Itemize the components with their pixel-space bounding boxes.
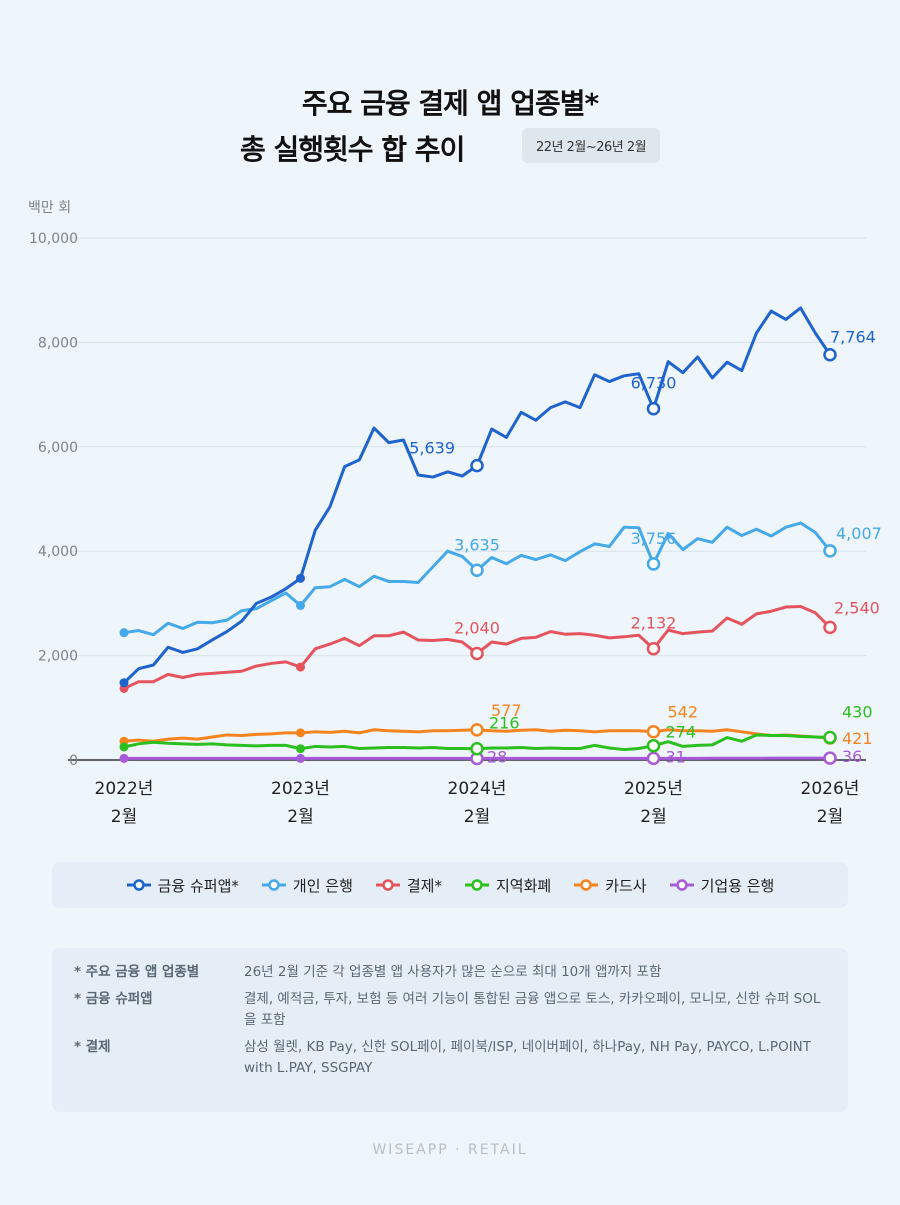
data-label: 36 bbox=[842, 747, 862, 766]
series-highlight-point bbox=[823, 730, 837, 745]
note-value: 26년 2월 기준 각 업종별 앱 사용자가 많은 순으로 최대 10개 앱까지… bbox=[244, 964, 662, 980]
legend-label: 결제* bbox=[406, 876, 442, 895]
line-chart: 백만 회 0 2,000 4,000 6,000 8,000 10,000 2022년 2월 20… bbox=[28, 200, 882, 827]
page-title-line2: 총 실행횟수 합 추이 bbox=[240, 133, 465, 166]
x-tick-year: 2025년 bbox=[624, 779, 683, 799]
page-title-line1: 주요 금융 결제 앱 업종별* bbox=[301, 87, 599, 120]
data-label: 6,730 bbox=[631, 374, 677, 393]
legend-item: 지역화폐 bbox=[464, 875, 551, 896]
x-tick-year: 2022년 bbox=[95, 779, 154, 799]
series-highlight-point bbox=[470, 646, 484, 661]
legend: 금융 슈퍼앱* 개인 은행 결제* 지역화폐 카드사 기업용 은행 bbox=[52, 862, 848, 908]
data-label: 5,639 bbox=[409, 439, 455, 458]
data-label: 430 bbox=[842, 703, 873, 722]
data-label: 3,756 bbox=[631, 529, 677, 548]
legend-label: 개인 은행 bbox=[292, 876, 353, 895]
series-start-point bbox=[119, 753, 129, 763]
series-start-point bbox=[119, 678, 129, 688]
x-tick-month: 2월 bbox=[111, 807, 137, 827]
legend-item: 카드사 bbox=[573, 875, 647, 896]
series-highlight-point bbox=[646, 557, 661, 571]
data-label: 28 bbox=[487, 748, 507, 767]
period-badge: 22년 2월~26년 2월 bbox=[522, 128, 661, 163]
series-highlight-point bbox=[470, 741, 484, 756]
note-key: * 주요 금융 앱 업종별 bbox=[74, 964, 200, 980]
note-key: * 금융 슈퍼앱 bbox=[74, 991, 153, 1007]
legend-item: 금융 슈퍼앱* bbox=[126, 875, 239, 896]
data-label: 274 bbox=[666, 723, 697, 742]
legend-swatch-icon bbox=[574, 879, 599, 891]
x-tick-year: 2023년 bbox=[271, 779, 330, 799]
legend-label: 기업용 은행 bbox=[700, 876, 775, 895]
x-tick-month: 2월 bbox=[464, 807, 490, 827]
legend-item: 개인 은행 bbox=[261, 875, 353, 896]
y-tick-label: 6,000 bbox=[38, 440, 78, 456]
series-highlight-point bbox=[823, 620, 837, 635]
legend-swatch-icon bbox=[464, 879, 489, 891]
note-row: * 주요 금융 앱 업종별 26년 2월 기준 각 업종별 앱 사용자가 많은 … bbox=[74, 962, 826, 983]
x-tick-year: 2026년 bbox=[801, 779, 860, 799]
x-tick-month: 2월 bbox=[287, 807, 313, 827]
data-label: 4,007 bbox=[836, 524, 882, 543]
data-label: 577 bbox=[491, 701, 522, 720]
note-row: * 금융 슈퍼앱 결제, 예적금, 투자, 보험 등 여러 기능이 통합된 금융… bbox=[74, 989, 826, 1031]
series-highlight-point bbox=[823, 751, 837, 765]
x-tick-month: 2월 bbox=[817, 807, 843, 827]
series-highlight-point bbox=[646, 401, 661, 416]
note-row: * 결제 삼성 월렛, KB Pay, 신한 SOL페이, 페이북/ISP, 네… bbox=[74, 1037, 826, 1079]
legend-swatch-icon bbox=[669, 879, 694, 891]
series-start-point bbox=[119, 628, 129, 638]
series-highlight-point bbox=[470, 563, 484, 578]
data-label: 216 bbox=[489, 714, 520, 733]
series-point bbox=[296, 744, 305, 754]
y-tick-label: 0 bbox=[69, 753, 78, 769]
footnotes: * 주요 금융 앱 업종별 26년 2월 기준 각 업종별 앱 사용자가 많은 … bbox=[52, 948, 848, 1112]
series-highlight-point bbox=[470, 458, 484, 473]
data-label: 3,635 bbox=[454, 535, 500, 554]
note-key: * 결제 bbox=[74, 1039, 111, 1055]
y-axis-unit: 백만 회 bbox=[28, 200, 71, 216]
note-value: 결제, 예적금, 투자, 보험 등 여러 기능이 통합된 금융 앱으로 토스, … bbox=[244, 991, 821, 1028]
series-highlight-point bbox=[823, 347, 837, 362]
y-tick-label: 2,000 bbox=[38, 649, 78, 665]
series-point bbox=[296, 753, 305, 763]
series-highlight-point bbox=[470, 723, 484, 737]
data-label: 542 bbox=[668, 703, 699, 722]
note-value: 삼성 월렛, KB Pay, 신한 SOL페이, 페이북/ISP, 네이버페이,… bbox=[244, 1039, 812, 1076]
series-highlight-point bbox=[646, 751, 661, 766]
legend-label: 카드사 bbox=[605, 876, 647, 895]
legend-item: 기업용 은행 bbox=[669, 875, 775, 896]
series-highlight-point bbox=[646, 724, 661, 739]
series-highlight-point bbox=[646, 641, 661, 656]
data-label: 7,764 bbox=[830, 328, 876, 347]
series-point bbox=[296, 600, 305, 610]
y-tick-label: 4,000 bbox=[38, 544, 78, 560]
legend-item: 결제* bbox=[375, 875, 442, 896]
series-highlight-point bbox=[646, 738, 661, 753]
x-tick-year: 2024년 bbox=[448, 779, 507, 799]
series-highlight-point bbox=[823, 544, 837, 558]
data-label: 31 bbox=[666, 747, 686, 766]
series-point bbox=[296, 728, 305, 738]
legend-label: 지역화폐 bbox=[495, 876, 552, 895]
y-tick-label: 8,000 bbox=[38, 335, 78, 351]
brand-footer: WISEAPP · RETAIL bbox=[372, 1142, 528, 1158]
series-start-point bbox=[119, 742, 129, 752]
data-label: 2,040 bbox=[454, 619, 500, 638]
series-point bbox=[296, 662, 305, 672]
legend-swatch-icon bbox=[126, 879, 151, 891]
legend-swatch-icon bbox=[261, 879, 286, 891]
x-tick-month: 2월 bbox=[640, 807, 666, 827]
legend-swatch-icon bbox=[375, 879, 400, 891]
data-label: 2,540 bbox=[834, 598, 880, 617]
series-point bbox=[296, 573, 305, 583]
data-label: 421 bbox=[842, 729, 873, 748]
data-label: 2,132 bbox=[631, 614, 677, 633]
legend-label: 금융 슈퍼앱* bbox=[157, 876, 239, 895]
y-tick-label: 10,000 bbox=[29, 231, 78, 247]
